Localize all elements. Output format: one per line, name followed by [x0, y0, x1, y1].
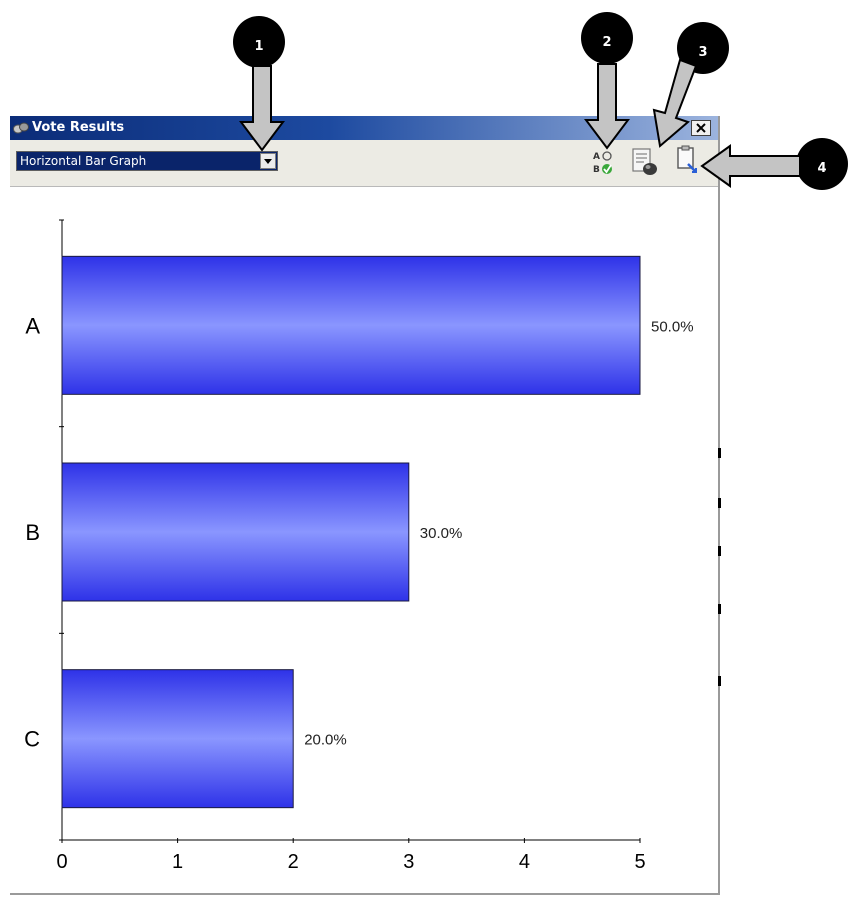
window-title: Vote Results: [32, 120, 125, 135]
callout-3: 3: [677, 22, 729, 74]
category-label: B: [25, 520, 40, 545]
category-label: A: [25, 313, 40, 338]
svg-text:B: B: [593, 165, 600, 175]
chevron-down-icon: [264, 158, 272, 164]
x-tick-label: 2: [288, 851, 299, 873]
edge-mark: [718, 448, 721, 458]
callout-1: 1: [233, 16, 285, 68]
x-tick-label: 4: [519, 851, 530, 873]
bar-B: [61, 462, 410, 602]
bar-A: [61, 255, 641, 395]
x-tick-label: 1: [172, 851, 183, 873]
data-label: 50.0%: [651, 318, 694, 335]
x-tick-label: 0: [56, 851, 67, 873]
svg-text:A: A: [593, 152, 600, 162]
graph-type-dropdown[interactable]: Horizontal Bar Graph: [16, 151, 278, 171]
toolbar: Horizontal Bar Graph A B: [10, 140, 718, 187]
vote-results-chart: A 50.0% B 30.0% C 20.0% 0 1 2 3 4 5: [24, 219, 694, 873]
dropdown-toggle-button[interactable]: [260, 153, 276, 169]
edge-mark: [718, 498, 721, 508]
x-tick-label: 3: [403, 851, 414, 873]
title-bar[interactable]: Vote Results: [10, 116, 718, 140]
export-document-icon[interactable]: [630, 146, 662, 178]
x-tick-label: 5: [634, 851, 645, 873]
close-icon: [696, 123, 706, 133]
close-button[interactable]: [691, 120, 711, 136]
copy-clipboard-icon[interactable]: [674, 144, 704, 176]
graph-type-value: Horizontal Bar Graph: [20, 154, 147, 168]
edge-mark: [718, 546, 721, 556]
edge-mark: [718, 676, 721, 686]
bar-C: [61, 669, 294, 809]
category-label: C: [24, 727, 40, 752]
edge-mark: [718, 604, 721, 614]
data-label: 20.0%: [304, 732, 347, 749]
vote-results-icon: [13, 122, 29, 134]
callout-2: 2: [581, 12, 633, 64]
data-label: 30.0%: [420, 525, 463, 542]
answer-key-icon[interactable]: A B: [590, 148, 618, 176]
callout-4: 4: [796, 138, 848, 190]
